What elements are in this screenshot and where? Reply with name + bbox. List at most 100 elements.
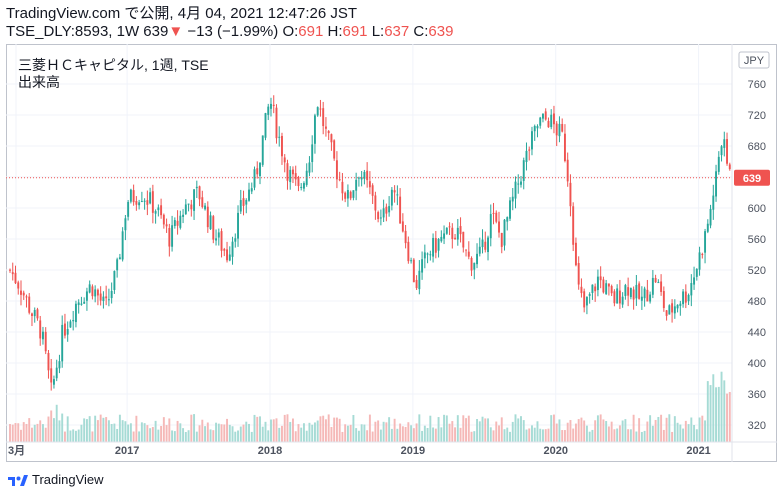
volume-bar <box>594 420 597 442</box>
volume-bar <box>717 386 720 442</box>
volume-bar <box>423 425 426 442</box>
candle-body <box>44 331 47 352</box>
candle-body <box>410 260 413 262</box>
candle-body <box>613 291 616 304</box>
candle-body <box>605 283 608 295</box>
volume-bar <box>173 431 176 442</box>
volume-bar <box>313 422 316 442</box>
candle-body <box>138 202 141 206</box>
candle-body <box>610 286 613 294</box>
candle-body <box>429 254 432 256</box>
candle-body <box>552 113 555 125</box>
volume-bar <box>654 419 657 442</box>
volume-bar <box>190 414 193 442</box>
volume-bar <box>20 429 22 442</box>
candle-body <box>396 194 399 196</box>
volume-bar <box>226 418 228 442</box>
volume-bar <box>410 425 413 442</box>
volume-bar <box>275 418 278 442</box>
candle-body <box>657 282 660 284</box>
volume-bar <box>116 428 119 442</box>
volume-bar <box>720 371 723 442</box>
volume-bar <box>399 423 402 442</box>
y-tick-label: 480 <box>748 296 766 308</box>
y-axis: 320360400440480520560600640680720760 <box>748 79 766 432</box>
candle-body <box>42 331 44 340</box>
candle-body <box>99 293 102 301</box>
footer-brand[interactable]: TradingView <box>8 472 104 487</box>
candle-body <box>355 179 358 191</box>
candle-body <box>228 254 231 261</box>
volume-bar <box>352 414 355 442</box>
volume-bar <box>495 421 498 442</box>
x-tick-label: 3月 <box>8 444 25 457</box>
volume-bar <box>539 428 542 442</box>
candle-body <box>85 291 88 301</box>
price-chart[interactable]: 320360400440480520560600640680720760 3月2… <box>6 44 777 462</box>
candle-body <box>294 173 297 180</box>
candle-body <box>248 189 250 201</box>
volume-bar <box>36 423 39 442</box>
volume-bar <box>107 420 110 442</box>
candle-body <box>157 207 160 211</box>
candle-body <box>9 269 11 271</box>
volume-bar <box>176 420 179 442</box>
candle-body <box>66 329 69 335</box>
candle-body <box>459 226 462 235</box>
volume-bar <box>473 431 476 442</box>
candle-body <box>28 296 31 313</box>
volume-bar <box>643 430 646 442</box>
volume-bar <box>500 417 503 442</box>
candle-body <box>448 226 451 228</box>
volume-bar <box>418 414 421 442</box>
candle-body <box>22 292 25 296</box>
volume-bar <box>135 415 138 442</box>
candle-body <box>423 252 426 259</box>
candle-body <box>272 104 275 106</box>
candle-body <box>220 231 223 251</box>
volume-bar <box>569 420 572 442</box>
volume-bar <box>704 420 707 442</box>
volume-bar <box>396 428 399 442</box>
volume-bar <box>610 421 613 442</box>
volume-bar <box>105 417 108 442</box>
candle-body <box>706 223 709 232</box>
volume-bar <box>212 430 215 442</box>
candle-body <box>308 162 311 173</box>
candle-body <box>569 182 572 207</box>
volume-bar <box>187 430 190 442</box>
volume-bar <box>698 417 701 442</box>
low-value: 637 <box>384 23 410 40</box>
currency-badge: JPY <box>738 51 770 69</box>
candle-body <box>451 227 454 239</box>
volume-bar <box>160 425 163 442</box>
candle-body <box>212 216 215 240</box>
candle-body <box>319 108 322 110</box>
volume-bar <box>237 430 239 442</box>
volume-bar <box>583 420 586 442</box>
volume-bar <box>132 431 135 442</box>
candle-body <box>585 297 588 306</box>
candle-body <box>346 190 349 199</box>
volume-bar <box>487 418 489 442</box>
volume-bar <box>245 421 248 442</box>
volume-bar <box>209 429 212 442</box>
volume-bar <box>357 430 360 442</box>
candles <box>9 95 731 391</box>
candle-body <box>187 203 190 205</box>
candle-body <box>500 232 503 247</box>
candle-body <box>577 263 580 285</box>
volume-bar <box>451 421 454 442</box>
volume-bar <box>9 424 11 442</box>
candle-body <box>715 171 718 197</box>
candle-body <box>338 179 341 181</box>
candle-body <box>624 285 627 296</box>
volume-bar <box>66 416 69 442</box>
candle-body <box>665 310 668 316</box>
volume-bar <box>454 427 457 442</box>
candle-body <box>542 113 544 119</box>
volume-bar <box>366 430 369 442</box>
candle-body <box>693 277 696 285</box>
volume-bar <box>129 423 132 442</box>
candle-body <box>33 310 36 317</box>
